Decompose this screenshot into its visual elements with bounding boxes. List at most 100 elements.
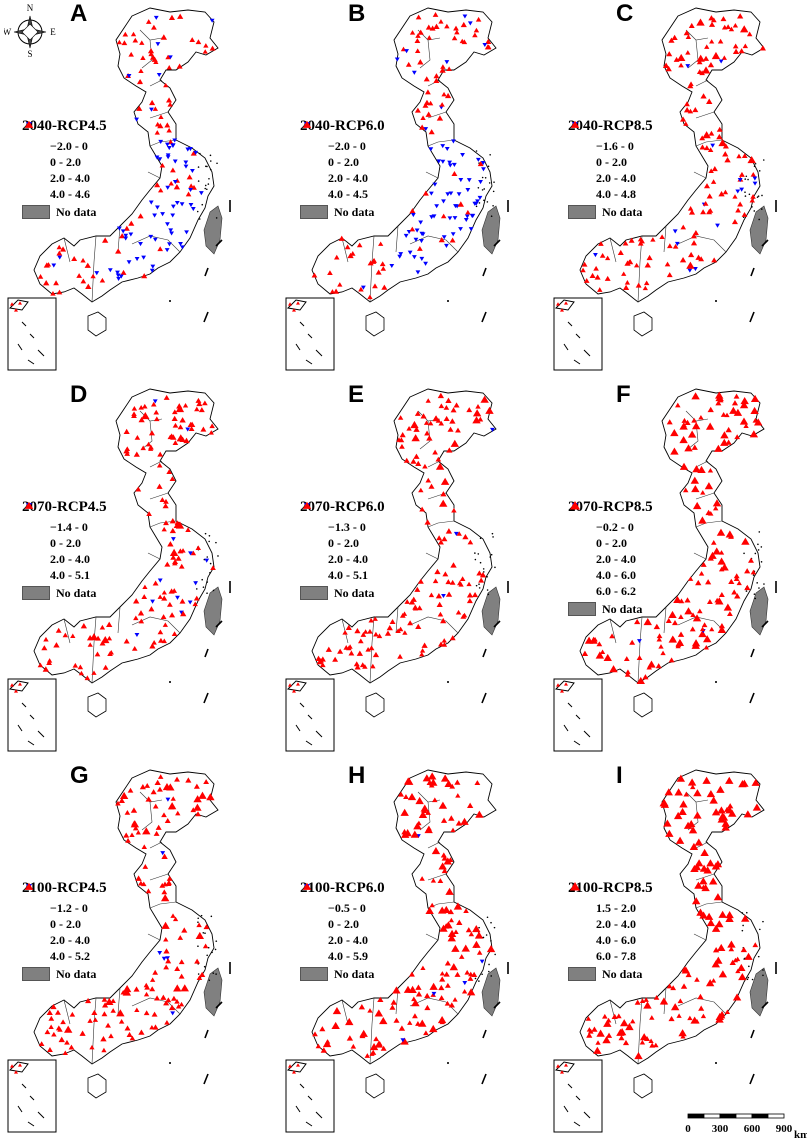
station-increase-marker <box>170 554 177 560</box>
station-increase-marker <box>364 1053 371 1058</box>
station-increase-marker <box>741 537 750 545</box>
station-increase-marker <box>116 1009 125 1017</box>
station-increase-marker <box>43 262 50 268</box>
island-dot <box>759 928 761 931</box>
station-increase-marker <box>659 234 665 239</box>
legend-no-data: No data <box>568 966 708 982</box>
nine-dash-segment <box>204 648 209 658</box>
station-increase-marker <box>602 1036 611 1044</box>
station-increase-marker <box>736 580 742 586</box>
station-decrease-marker <box>172 179 178 185</box>
taiwan-no-data <box>481 586 501 636</box>
station-increase-marker <box>679 256 687 263</box>
station-increase-marker <box>437 1015 447 1024</box>
station-increase-marker <box>744 584 751 591</box>
station-increase-marker <box>674 788 683 796</box>
station-increase-marker <box>90 273 96 279</box>
map-svg <box>553 769 777 1133</box>
station-increase-marker <box>149 1024 155 1030</box>
station-increase-marker <box>707 61 715 68</box>
station-increase-marker <box>312 1031 318 1037</box>
station-increase-marker <box>436 601 443 608</box>
station-increase-marker <box>169 518 176 524</box>
panel-letter: H <box>348 762 366 789</box>
scale-bar: 0 300 600 900 km <box>682 1112 809 1142</box>
station-increase-marker <box>586 1032 593 1038</box>
station-increase-marker <box>172 916 179 922</box>
legend-label: −1.6 - 0 <box>596 138 634 153</box>
no-data-label: No data <box>334 585 375 600</box>
legend-label: 4.0 - 4.6 <box>50 186 90 201</box>
station-increase-marker <box>193 803 202 811</box>
station-decrease-marker <box>447 163 453 168</box>
island-dot <box>479 561 482 564</box>
station-increase-marker <box>732 194 738 199</box>
station-increase-marker <box>158 114 164 120</box>
legend-item: 0 - 2.0 <box>300 884 440 932</box>
no-data-label: No data <box>334 966 375 981</box>
station-increase-marker <box>403 985 413 993</box>
island-dot <box>477 553 480 555</box>
station-increase-marker <box>653 1042 659 1048</box>
island-dot <box>206 581 209 583</box>
station-increase-marker <box>708 15 715 21</box>
station-decrease-marker <box>126 260 132 265</box>
station-decrease-marker <box>453 531 459 536</box>
station-increase-marker <box>163 394 170 400</box>
station-increase-marker <box>190 150 197 156</box>
station-increase-marker <box>420 965 426 971</box>
station-increase-marker <box>670 985 677 991</box>
legend-label: 4.0 - 5.1 <box>328 567 368 582</box>
island-dot <box>754 162 757 165</box>
station-increase-marker <box>418 810 428 819</box>
station-increase-marker <box>435 592 443 599</box>
station-increase-marker <box>666 51 673 57</box>
station-increase-marker <box>668 635 677 643</box>
legend-label: 0 - 2.0 <box>328 535 359 550</box>
station-increase-marker <box>585 1016 592 1021</box>
island-dot <box>204 187 207 190</box>
station-increase-marker <box>138 68 144 73</box>
station-increase-marker <box>345 1017 354 1026</box>
station-increase-marker <box>485 38 492 45</box>
station-increase-marker <box>439 102 445 107</box>
station-increase-marker <box>725 530 735 538</box>
inset-station-marker <box>296 1063 300 1067</box>
station-increase-marker <box>672 243 679 249</box>
station-increase-marker <box>680 983 688 989</box>
station-increase-marker <box>173 184 181 190</box>
station-increase-marker <box>728 578 735 585</box>
station-increase-marker <box>644 262 651 268</box>
station-increase-marker <box>455 427 461 433</box>
legend-item: 2.0 - 4.0 <box>300 502 440 567</box>
inset-islands <box>286 1061 323 1127</box>
station-increase-marker <box>687 108 694 114</box>
station-increase-marker <box>660 650 666 656</box>
legend-title: 2070-RCP4.5 <box>22 499 107 515</box>
station-increase-marker <box>123 832 130 838</box>
station-increase-marker <box>368 617 374 623</box>
station-increase-marker <box>403 457 410 463</box>
island-dot <box>216 162 218 165</box>
station-increase-marker <box>374 1009 384 1017</box>
station-increase-marker <box>135 830 141 835</box>
station-increase-marker <box>145 796 152 802</box>
station-increase-marker <box>398 1025 406 1031</box>
station-decrease-marker <box>398 252 404 257</box>
station-increase-marker <box>154 121 161 127</box>
station-increase-marker <box>715 400 722 406</box>
island-dot <box>197 917 200 920</box>
island-dot <box>487 593 490 596</box>
island-dot <box>212 972 215 974</box>
station-increase-marker <box>333 288 340 294</box>
station-increase-marker <box>129 1035 136 1041</box>
station-increase-marker <box>466 592 474 598</box>
station-decrease-marker <box>107 268 113 273</box>
station-increase-marker <box>166 65 172 70</box>
station-increase-marker <box>474 931 484 939</box>
station-increase-marker <box>741 212 748 217</box>
station-increase-marker <box>744 952 753 960</box>
